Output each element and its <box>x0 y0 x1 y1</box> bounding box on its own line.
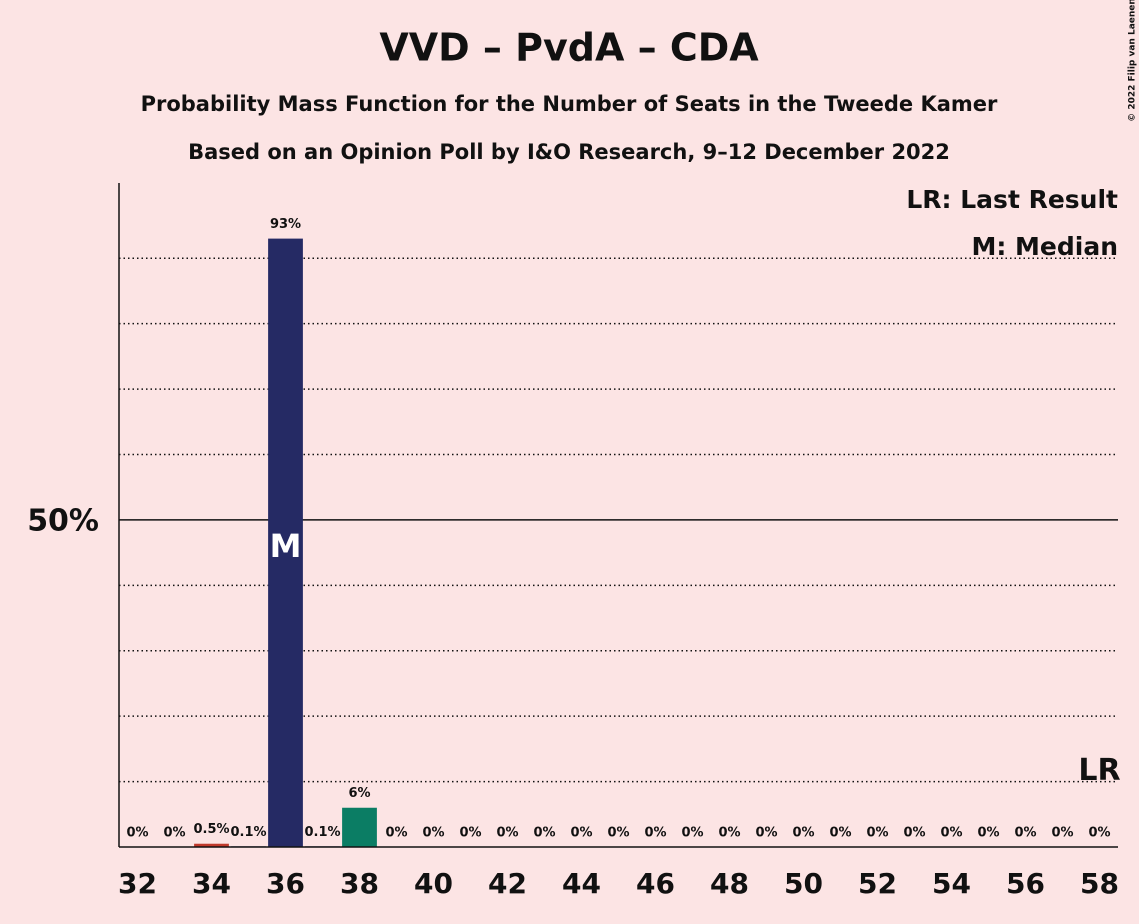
value-label: 6% <box>348 786 370 801</box>
chart-subtitle: Based on an Opinion Poll by I&O Research… <box>188 140 950 164</box>
value-label: 0% <box>533 826 555 841</box>
x-tick-label: 46 <box>636 867 675 900</box>
value-label: 0% <box>644 826 666 841</box>
value-label: 0% <box>755 826 777 841</box>
x-tick-label: 54 <box>932 867 971 900</box>
x-tick-label: 34 <box>192 867 231 900</box>
value-label: 0% <box>570 826 592 841</box>
value-label: 93% <box>270 217 301 232</box>
chart-title: VVD – PvdA – CDA <box>379 26 759 70</box>
bar <box>194 843 229 847</box>
value-label: 0% <box>977 826 999 841</box>
copyright: © 2022 Filip van Laenen <box>1128 0 1138 122</box>
x-tick-label: 38 <box>340 867 379 900</box>
value-label: 0% <box>496 826 518 841</box>
median-marker: M <box>270 527 302 565</box>
value-label: 0% <box>385 826 407 841</box>
last-result-marker: LR <box>1078 753 1120 788</box>
x-tick-label: 36 <box>266 867 305 900</box>
value-label: 0% <box>866 826 888 841</box>
x-tick-label: 40 <box>414 867 453 900</box>
legend-entry: M: Median <box>971 232 1118 261</box>
chart-subtitle: Probability Mass Function for the Number… <box>141 92 998 116</box>
value-label: 0% <box>792 826 814 841</box>
bar <box>268 238 303 848</box>
x-tick-label: 50 <box>784 867 823 900</box>
value-label: 0% <box>459 826 481 841</box>
legend-entry: LR: Last Result <box>906 185 1118 214</box>
bar <box>342 807 377 847</box>
x-tick-label: 52 <box>858 867 897 900</box>
value-label: 0% <box>607 826 629 841</box>
x-tick-label: 58 <box>1080 867 1119 900</box>
x-tick-label: 32 <box>118 867 157 900</box>
x-tick-label: 44 <box>562 867 601 900</box>
y-tick-label: 50% <box>27 503 99 538</box>
value-label: 0% <box>829 826 851 841</box>
x-tick-label: 42 <box>488 867 527 900</box>
value-label: 0% <box>1051 826 1073 841</box>
value-label: 0% <box>681 826 703 841</box>
value-label: 0% <box>940 826 962 841</box>
value-label: 0% <box>903 826 925 841</box>
x-tick-label: 48 <box>710 867 749 900</box>
value-label: 0.1% <box>230 825 266 840</box>
value-label: 0% <box>1088 826 1110 841</box>
x-tick-label: 56 <box>1006 867 1045 900</box>
value-label: 0% <box>126 826 148 841</box>
value-label: 0% <box>163 826 185 841</box>
value-label: 0% <box>718 826 740 841</box>
value-label: 0.5% <box>193 822 229 837</box>
value-label: 0.1% <box>304 825 340 840</box>
value-label: 0% <box>422 826 444 841</box>
value-label: 0% <box>1014 826 1036 841</box>
